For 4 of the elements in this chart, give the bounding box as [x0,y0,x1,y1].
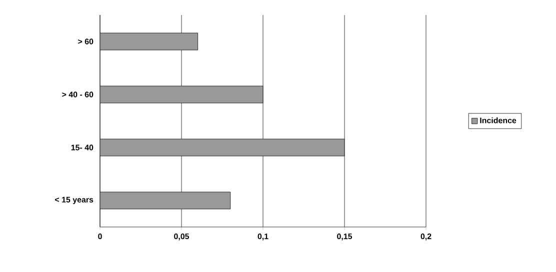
bar [100,138,345,156]
bar [100,192,231,210]
bar [100,32,198,50]
bar [100,86,264,104]
